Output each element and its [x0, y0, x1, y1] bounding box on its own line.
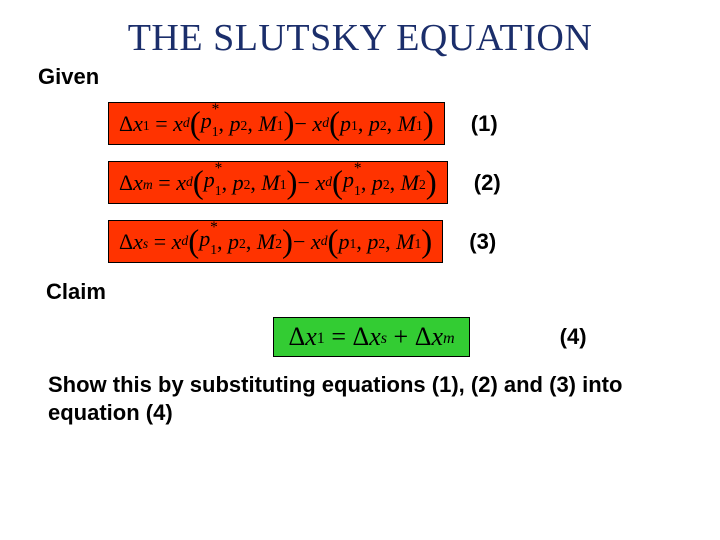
equation-label-4: (4) — [560, 324, 587, 350]
page-title: THE SLUTSKY EQUATION — [36, 16, 684, 60]
equation-row-4: Δx1 = Δxs + Δxm (4) — [36, 317, 684, 357]
equation-label-3: (3) — [469, 229, 496, 255]
equation-3: Δxs = xd ( p1* , p2 , M2 ) − xd ( p1 , p… — [108, 220, 443, 263]
equation-row-2: Δxm = xd ( p1* , p2 , M1 ) − xd ( p1* , … — [36, 161, 684, 204]
slide: THE SLUTSKY EQUATION Given Δx1 = xd ( p1… — [0, 0, 720, 540]
equation-label-1: (1) — [471, 111, 498, 137]
claim-label: Claim — [46, 279, 684, 305]
equation-4: Δx1 = Δxs + Δxm — [273, 317, 469, 357]
equation-1: Δx1 = xd ( p1* , p2 , M1 ) − xd ( p1 , p… — [108, 102, 445, 145]
equation-row-1: Δx1 = xd ( p1* , p2 , M1 ) − xd ( p1 , p… — [36, 102, 684, 145]
show-text: Show this by substituting equations (1),… — [48, 371, 668, 426]
equation-label-2: (2) — [474, 170, 501, 196]
given-label: Given — [38, 64, 684, 90]
equation-2: Δxm = xd ( p1* , p2 , M1 ) − xd ( p1* , … — [108, 161, 448, 204]
equation-row-3: Δxs = xd ( p1* , p2 , M2 ) − xd ( p1 , p… — [36, 220, 684, 263]
delta-symbol: Δ — [119, 113, 133, 135]
